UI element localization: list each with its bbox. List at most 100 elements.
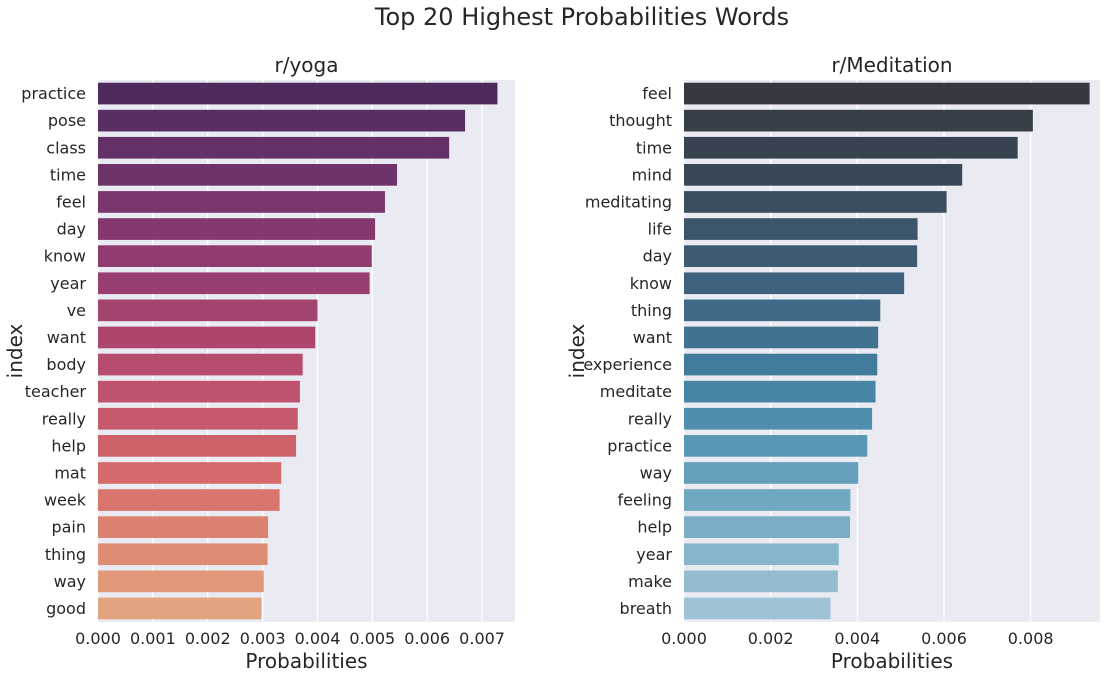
- meditation-bar-thing: [684, 299, 881, 322]
- yoga-y-tick-label: way: [54, 572, 86, 591]
- meditation-y-tick-label: know: [630, 274, 672, 293]
- yoga-y-tick-label: want: [47, 328, 86, 347]
- yoga-bar-time: [98, 164, 398, 186]
- yoga-y-tick-label: year: [50, 274, 86, 293]
- yoga-y-tick-label: good: [46, 599, 86, 618]
- meditation-bar-experience: [684, 353, 878, 376]
- meditation-x-axis-label: Probabilities: [831, 649, 953, 673]
- meditation-bar-want: [684, 326, 879, 349]
- meditation-bar-feeling: [684, 489, 851, 511]
- meditation-y-tick-label: way: [640, 463, 672, 482]
- meditation-bar-make: [684, 570, 838, 593]
- yoga-bar-ve: [98, 299, 318, 322]
- yoga-bar-week: [98, 489, 280, 511]
- yoga-y-tick-label: really: [42, 409, 86, 428]
- meditation-bar-breath: [684, 597, 831, 620]
- meditation-plot-area: [684, 80, 1100, 622]
- yoga-bar-know: [98, 245, 372, 267]
- yoga-y-tick-label: feel: [56, 192, 86, 211]
- yoga-x-tick-label: 0.002: [185, 629, 231, 648]
- yoga-panel-title: r/yoga: [275, 53, 339, 77]
- yoga-bar-body: [98, 353, 303, 376]
- yoga-x-axis-label: Probabilities: [245, 649, 367, 673]
- yoga-panel: 0.000 0.001 0.002 0.003 0.004 0.005 0.006 0.007…: [3, 53, 515, 673]
- meditation-bar-way: [684, 462, 859, 484]
- yoga-y-tick-label: thing: [45, 545, 86, 564]
- yoga-y-tick-label: body: [46, 355, 86, 374]
- yoga-bar-class: [98, 136, 450, 159]
- yoga-y-tick-label: pose: [48, 111, 86, 130]
- yoga-y-axis-label: index: [3, 323, 27, 378]
- yoga-y-tick-label: help: [51, 436, 86, 455]
- yoga-x-tick-label: 0.005: [349, 629, 395, 648]
- meditation-y-tick-label: thing: [631, 301, 672, 320]
- yoga-x-tick-label: 0.001: [130, 629, 176, 648]
- meditation-bar-year: [684, 543, 839, 566]
- meditation-y-tick-label: meditate: [600, 382, 672, 401]
- yoga-x-tick-label: 0.004: [295, 629, 341, 648]
- meditation-y-tick-label: life: [648, 220, 672, 239]
- meditation-y-axis-label: index: [565, 323, 589, 378]
- yoga-x-tick-label: 0.000: [75, 629, 121, 648]
- meditation-y-tick-label: want: [633, 328, 672, 347]
- yoga-y-tick-label: ve: [67, 301, 86, 320]
- yoga-bar-day: [98, 218, 376, 240]
- yoga-bar-teacher: [98, 380, 300, 403]
- yoga-bar-good: [98, 597, 262, 620]
- meditation-panel-title: r/Meditation: [831, 53, 952, 77]
- meditation-x-tick-label: 0.002: [748, 629, 794, 648]
- yoga-x-tick-label: 0.007: [459, 629, 505, 648]
- meditation-y-tick-label: practice: [607, 436, 672, 455]
- figure-title: Top 20 Highest Probabilities Words: [374, 3, 789, 31]
- meditation-y-tick-label: thought: [609, 111, 672, 130]
- yoga-bar-pose: [98, 109, 466, 132]
- yoga-plot-area: [98, 80, 515, 622]
- meditation-bar-mind: [684, 164, 963, 186]
- yoga-y-tick-label: time: [50, 165, 86, 184]
- yoga-y-tick-label: know: [44, 247, 86, 266]
- yoga-bar-mat: [98, 462, 282, 484]
- yoga-y-tick-label: teacher: [25, 382, 87, 401]
- meditation-panel: 0.000 0.002 0.004 0.006 0.008 feel thought time…: [565, 53, 1100, 673]
- yoga-y-tick-label: day: [57, 220, 86, 239]
- yoga-bar-thing: [98, 543, 268, 566]
- yoga-bar-feel: [98, 191, 385, 213]
- meditation-bar-practice: [684, 435, 868, 457]
- meditation-y-tick-label: meditating: [585, 192, 672, 211]
- meditation-y-tick-label: help: [637, 518, 672, 537]
- meditation-x-tick-label: 0.008: [1008, 629, 1054, 648]
- yoga-bar-really: [98, 407, 298, 430]
- meditation-y-tick-label: make: [628, 572, 672, 591]
- meditation-bar-time: [684, 136, 1018, 159]
- meditation-bar-meditate: [684, 380, 876, 403]
- meditation-bar-help: [684, 516, 850, 538]
- yoga-y-tick-label: practice: [21, 84, 86, 103]
- meditation-x-tick-label: 0.006: [921, 629, 967, 648]
- meditation-bar-life: [684, 218, 918, 240]
- meditation-bar-thought: [684, 109, 1033, 132]
- yoga-y-tick-label: class: [46, 138, 86, 157]
- yoga-x-tick-label: 0.003: [240, 629, 286, 648]
- yoga-y-tick-label: pain: [51, 518, 86, 537]
- meditation-y-tick-label: day: [643, 247, 672, 266]
- yoga-y-tick-label: mat: [54, 463, 86, 482]
- meditation-x-tick-label: 0.000: [661, 629, 707, 648]
- meditation-y-tick-label: breath: [620, 599, 672, 618]
- yoga-bar-way: [98, 570, 264, 593]
- meditation-bar-really: [684, 407, 873, 430]
- yoga-x-tick-label: 0.006: [404, 629, 450, 648]
- yoga-bar-practice: [98, 82, 498, 105]
- meditation-bar-know: [684, 272, 905, 295]
- meditation-y-tick-label: time: [636, 138, 672, 157]
- yoga-bar-year: [98, 272, 370, 295]
- meditation-bar-feel: [684, 82, 1090, 105]
- meditation-y-tick-label: mind: [632, 165, 672, 184]
- yoga-bar-want: [98, 326, 316, 349]
- yoga-bar-pain: [98, 516, 269, 538]
- yoga-y-tick-label: week: [44, 491, 87, 510]
- meditation-bar-day: [684, 245, 918, 267]
- meditation-x-tick-label: 0.004: [834, 629, 880, 648]
- meditation-bar-meditating: [684, 191, 947, 213]
- meditation-y-tick-label: really: [628, 409, 672, 428]
